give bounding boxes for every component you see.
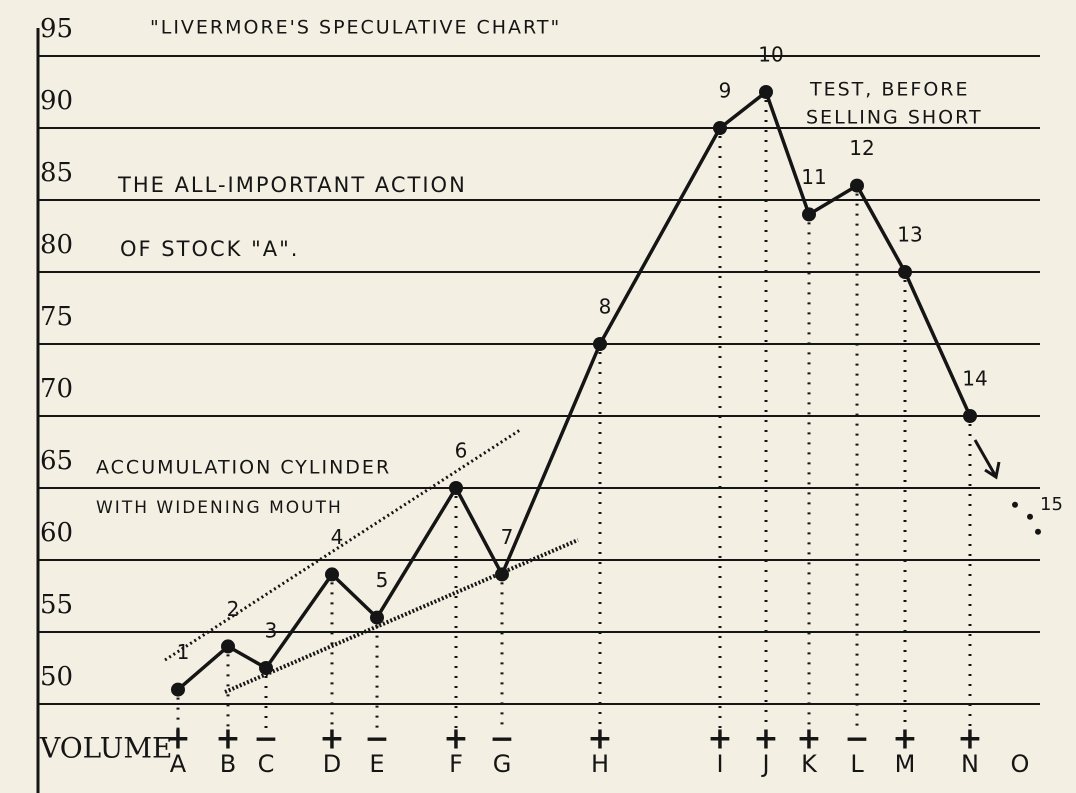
y-tick-label: 80 [40, 230, 73, 260]
arrow [973, 439, 1001, 480]
point [325, 567, 339, 582]
volume-label: VOLUME [39, 732, 172, 765]
x-tick-label: K [801, 750, 818, 778]
projection-dot [1012, 501, 1018, 508]
annotation: TEST, BEFORE [809, 79, 970, 101]
cylinder-upper [164, 428, 521, 662]
point [449, 481, 463, 495]
y-tick-label: 65 [40, 446, 73, 476]
price-line [176, 90, 972, 691]
point [495, 567, 509, 582]
point-label: 3 [265, 619, 278, 643]
point-label: 5 [376, 568, 389, 592]
point [370, 610, 384, 625]
point-label: 4 [331, 525, 344, 549]
y-tick-label: 90 [40, 86, 73, 116]
y-tick-label: 95 [40, 14, 73, 44]
volume-sign: + [707, 722, 732, 757]
projection-dot [1035, 528, 1041, 535]
volume-sign: + [753, 722, 778, 757]
volume-sign: − [489, 722, 514, 757]
point-label: 2 [227, 597, 240, 621]
point [850, 178, 864, 193]
volume-sign: − [844, 722, 869, 757]
annotation: OF STOCK "A". [120, 237, 299, 261]
volume-sign: + [892, 722, 917, 757]
point-label: 9 [719, 79, 732, 103]
point [963, 409, 977, 423]
volume-sign: + [165, 722, 190, 757]
volume-sign: + [215, 722, 240, 757]
point-label: 11 [801, 165, 826, 189]
point [802, 207, 816, 222]
y-tick-label: 70 [40, 374, 73, 404]
volume-sign: + [319, 722, 344, 757]
cylinder-lower [224, 538, 579, 694]
point-label: 12 [849, 136, 874, 160]
x-tick-label: D [323, 750, 341, 778]
point [898, 265, 912, 279]
y-tick-label: 85 [40, 158, 73, 188]
x-tick-label: M [895, 750, 916, 778]
projection-label: 15 [1040, 494, 1063, 515]
x-tick-label: L [850, 750, 864, 778]
volume-sign: + [957, 722, 982, 757]
point-label: 7 [501, 525, 514, 549]
point-label: 13 [897, 223, 922, 247]
volume-sign: + [587, 722, 612, 757]
point-label: 1 [177, 640, 190, 664]
x-tick-label: C [258, 750, 275, 778]
x-tick-label: N [961, 750, 979, 778]
point-label: 6 [455, 439, 468, 463]
x-tick-label: F [449, 750, 463, 778]
x-tick-label: E [369, 750, 384, 778]
point-label: 10 [758, 43, 783, 67]
point [221, 639, 235, 654]
annotation: THE ALL-IMPORTANT ACTION [117, 173, 467, 197]
x-tick-label: J [760, 750, 769, 778]
x-tick-label: O [1011, 750, 1030, 778]
point-label: 8 [599, 295, 612, 319]
volume-sign: − [364, 722, 389, 757]
x-tick-label: G [493, 750, 512, 778]
volume-sign: + [443, 722, 468, 757]
y-tick-label: 60 [40, 518, 73, 548]
projection-point [1027, 513, 1033, 520]
point [759, 85, 773, 99]
y-tick-label: 55 [40, 590, 73, 620]
annotation: ACCUMULATION CYLINDER [96, 457, 391, 479]
point [593, 337, 607, 351]
annotation: WITH WIDENING MOUTH [96, 498, 343, 518]
x-tick-label: I [716, 750, 723, 778]
x-tick-label: A [170, 750, 187, 778]
point [713, 121, 727, 135]
x-tick-label: H [591, 750, 609, 778]
point-label: 14 [962, 367, 987, 391]
point [171, 682, 185, 697]
annotation: SELLING SHORT [806, 107, 983, 129]
volume-sign: + [796, 722, 821, 757]
y-tick-label: 50 [40, 662, 73, 692]
chart-title: "LIVERMORE'S SPECULATIVE CHART" [150, 17, 561, 39]
volume-sign: − [253, 722, 278, 757]
point [259, 661, 273, 675]
x-tick-label: B [220, 750, 236, 778]
y-tick-label: 75 [40, 302, 73, 332]
